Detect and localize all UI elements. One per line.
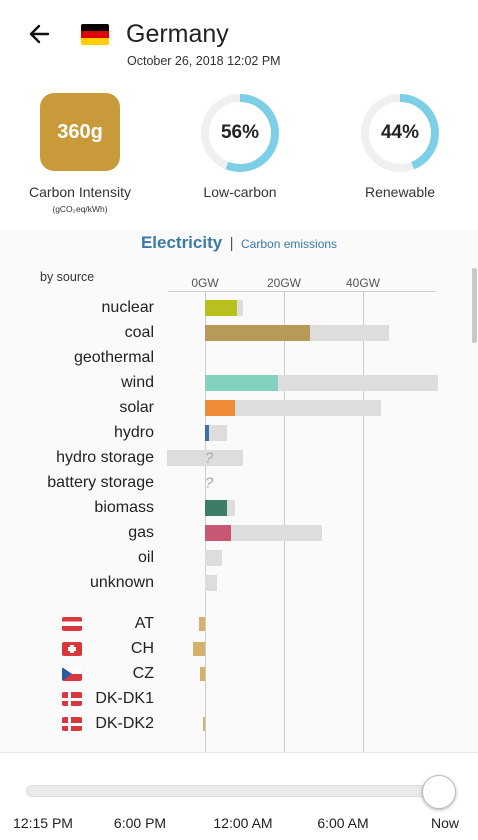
tab-separator: | xyxy=(229,235,234,252)
flag-at-icon xyxy=(62,617,82,631)
exchange-bar xyxy=(198,617,205,631)
timeline-label: 6:00 AM xyxy=(317,815,369,831)
timeline-label: 12:15 PM xyxy=(13,815,73,831)
carbon-intensity-label: Carbon Intensity xyxy=(29,184,131,200)
production-bar xyxy=(205,500,227,516)
x-tick-label: 40GW xyxy=(345,276,381,290)
source-label: oil xyxy=(137,549,154,566)
source-label: gas xyxy=(128,524,154,541)
time-slider-panel: 12:15 PM 6:00 PM 12:00 AM 6:00 AM Now xyxy=(0,752,478,840)
exchange-label: DK-DK1 xyxy=(95,690,154,707)
exchange-bar xyxy=(200,667,205,681)
section-tabs: Electricity | Carbon emissions xyxy=(0,233,478,253)
production-bar xyxy=(205,375,279,391)
flag-dk-icon xyxy=(62,717,82,731)
exchange-label: CH xyxy=(130,640,154,657)
source-label: wind xyxy=(121,374,154,391)
header: Germany October 26, 2018 12:02 PM xyxy=(0,0,478,80)
gridline xyxy=(284,291,285,758)
flag-ch-icon xyxy=(62,642,82,656)
country-title: Germany xyxy=(126,20,229,48)
renewable-label: Renewable xyxy=(364,184,436,200)
source-label: nuclear xyxy=(101,299,154,316)
x-axis-line xyxy=(168,291,436,292)
source-label: solar xyxy=(119,399,154,416)
capacity-bar xyxy=(167,450,243,466)
time-slider-track[interactable] xyxy=(26,785,439,797)
unknown-mark: ? xyxy=(204,474,214,492)
source-label: biomass xyxy=(94,499,154,516)
renewable-value: 44% xyxy=(380,122,420,143)
gauge-fill xyxy=(201,94,279,172)
source-label: hydro xyxy=(113,424,154,441)
unknown-mark: ? xyxy=(204,449,214,467)
tab-electricity[interactable]: Electricity xyxy=(140,233,223,252)
low-carbon-label: Low-carbon xyxy=(203,184,277,200)
renewable-gauge: 44% xyxy=(360,93,440,173)
capacity-bar xyxy=(205,575,217,591)
timeline-label: 12:00 AM xyxy=(213,815,273,831)
exchange-label: AT xyxy=(134,615,154,632)
gridline xyxy=(363,291,364,758)
exchange-label: DK-DK2 xyxy=(95,715,154,732)
production-chart: 0GW 20GW 40GW nuclear coal geothermal wind sola… xyxy=(0,268,478,758)
scrollbar[interactable] xyxy=(472,268,477,343)
timeline-label: Now xyxy=(430,815,460,831)
capacity-bar xyxy=(205,425,227,441)
source-label: coal xyxy=(124,324,154,341)
production-bar xyxy=(205,525,231,541)
production-bar xyxy=(205,400,235,416)
back-arrow-icon[interactable] xyxy=(26,20,54,48)
kpi-panel: 360g Carbon Intensity (gCO₂eq/kWh) 56% L… xyxy=(0,80,478,230)
x-tick-label: 20GW xyxy=(266,276,302,290)
source-label: unknown xyxy=(89,574,154,591)
flag-cz-icon xyxy=(62,667,82,681)
datetime-label: October 26, 2018 12:02 PM xyxy=(127,54,281,68)
source-label: hydro storage xyxy=(56,449,154,466)
capacity-bar xyxy=(205,525,322,541)
chart-title: by source xyxy=(40,270,95,284)
germany-flag-icon xyxy=(81,24,109,45)
source-label: battery storage xyxy=(47,474,154,491)
low-carbon-gauge: 56% xyxy=(200,93,280,173)
source-label: geothermal xyxy=(73,349,154,366)
gauge-fill xyxy=(361,94,439,172)
carbon-intensity-badge: 360g xyxy=(40,93,120,171)
low-carbon-value: 56% xyxy=(220,122,260,143)
capacity-bar xyxy=(205,400,381,416)
exchange-bar xyxy=(193,642,205,656)
flag-dk-icon xyxy=(62,692,82,706)
carbon-intensity-unit: (gCO₂eq/kWh) xyxy=(52,204,108,214)
timeline-label: 6:00 PM xyxy=(113,815,167,831)
tab-carbon-emissions[interactable]: Carbon emissions xyxy=(241,237,338,251)
exchange-label: CZ xyxy=(132,665,154,682)
capacity-bar xyxy=(205,550,222,566)
production-bar xyxy=(205,300,237,316)
exchange-bar xyxy=(202,717,205,731)
time-slider-thumb[interactable] xyxy=(422,775,456,809)
gridline xyxy=(205,291,206,758)
x-tick-label: 0GW xyxy=(191,276,219,290)
production-bar xyxy=(205,325,310,341)
production-bar xyxy=(205,425,209,441)
